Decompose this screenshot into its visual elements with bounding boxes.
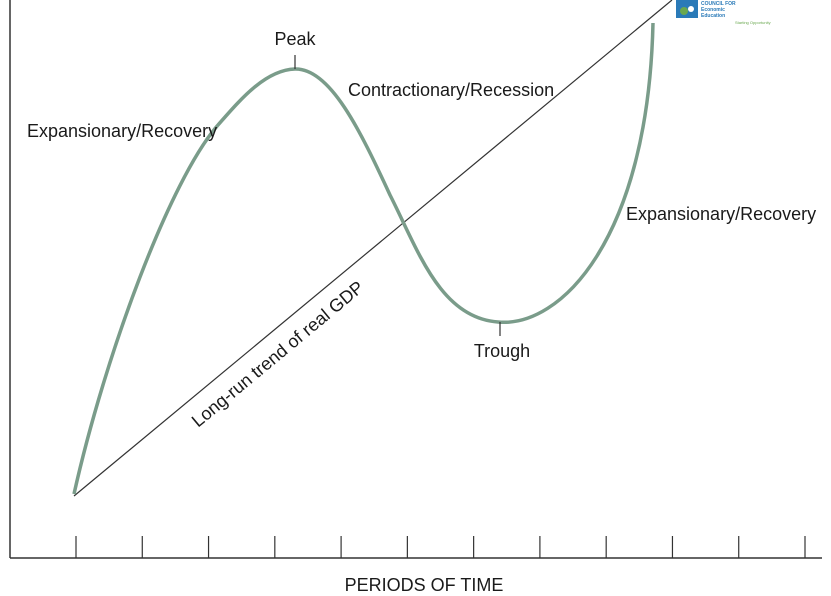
trend-label: Long-run trend of real GDP [188, 277, 368, 431]
council-economic-education-logo: COUNCIL FOR Economic Education Starting … [676, 0, 771, 25]
x-axis-ticks [75, 536, 806, 558]
trough-label: Trough [474, 341, 530, 361]
logo-tagline: Starting Opportunity [735, 20, 771, 25]
logo-line-3: Education [701, 13, 725, 19]
business-cycle-curve [72, 22, 655, 495]
contraction-label: Contractionary/Recession [348, 80, 554, 100]
peak-label: Peak [274, 29, 316, 49]
logo-line-2: Economic [701, 7, 725, 13]
expansion-right-label: Expansionary/Recovery [626, 204, 816, 224]
x-axis-title: PERIODS OF TIME [345, 575, 504, 595]
expansion-left-label: Expansionary/Recovery [27, 121, 217, 141]
logo-line-1: COUNCIL FOR [701, 1, 736, 7]
trend-line [73, 0, 673, 497]
